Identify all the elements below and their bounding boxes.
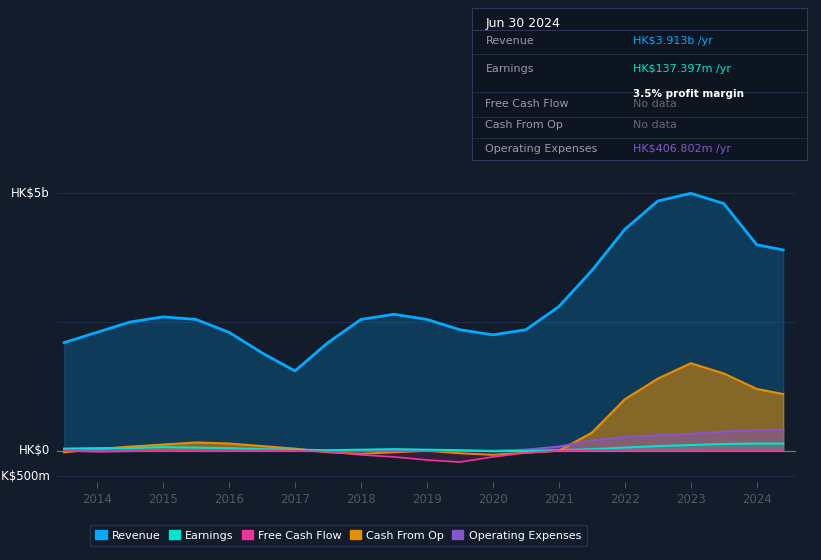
Text: -HK$500m: -HK$500m xyxy=(0,470,50,483)
Text: No data: No data xyxy=(633,120,677,130)
Legend: Revenue, Earnings, Free Cash Flow, Cash From Op, Operating Expenses: Revenue, Earnings, Free Cash Flow, Cash … xyxy=(90,525,586,546)
Text: HK$0: HK$0 xyxy=(19,444,50,457)
Text: HK$406.802m /yr: HK$406.802m /yr xyxy=(633,144,731,155)
Text: HK$5b: HK$5b xyxy=(11,187,50,200)
Text: Earnings: Earnings xyxy=(485,64,534,74)
Text: HK$3.913b /yr: HK$3.913b /yr xyxy=(633,36,713,45)
Text: 3.5% profit margin: 3.5% profit margin xyxy=(633,88,744,99)
Text: Cash From Op: Cash From Op xyxy=(485,120,563,130)
Text: Revenue: Revenue xyxy=(485,36,534,45)
Text: HK$137.397m /yr: HK$137.397m /yr xyxy=(633,64,731,74)
Text: Free Cash Flow: Free Cash Flow xyxy=(485,99,569,109)
Text: Jun 30 2024: Jun 30 2024 xyxy=(485,17,561,30)
Text: No data: No data xyxy=(633,99,677,109)
Text: Operating Expenses: Operating Expenses xyxy=(485,144,598,155)
